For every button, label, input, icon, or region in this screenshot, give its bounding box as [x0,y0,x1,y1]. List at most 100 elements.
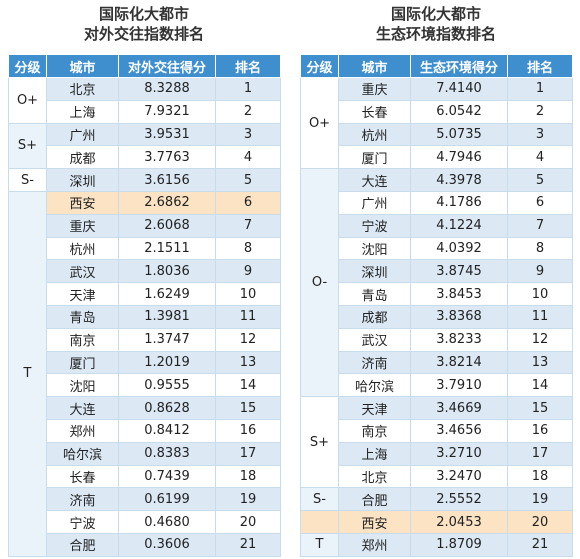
score-cell: 0.8628 [118,396,216,420]
city-cell: 成都 [338,304,411,329]
header-cell: 城市 [338,54,411,78]
score-cell: 4.1224 [410,213,508,238]
table-row: 沈阳 0.9555 14 [9,373,281,398]
city-cell: 哈尔滨 [46,441,119,466]
table-row: 青岛 3.8453 10 [301,282,573,306]
table-row: 杭州 2.1511 8 [9,236,281,261]
table-row: 深圳 3.8745 9 [301,259,573,284]
title-line: 国际化大都市 [390,5,481,23]
score-cell: 1.3981 [118,304,216,329]
score-cell: 3.9531 [118,122,216,147]
rank-cell: 5 [215,168,281,192]
city-cell: 深圳 [338,259,411,284]
score-cell: 3.6156 [118,168,216,192]
table-row: 成都 3.7763 4 [9,145,281,170]
header-row: 分级 城市 生态环境得分 排名 [300,54,573,78]
city-cell: 宁波 [46,510,119,534]
grade-cell: O+ [300,76,339,170]
table-row: 杭州 5.0735 3 [301,122,573,147]
city-cell: 郑州 [46,418,119,443]
city-cell: 合肥 [338,487,411,512]
city-cell: 西安 [46,190,119,215]
city-cell: 重庆 [46,213,119,238]
table-row: 哈尔滨 0.8383 17 [9,441,281,466]
rank-cell: 1 [507,77,573,101]
header-cell: 对外交往得分 [118,54,216,78]
score-cell: 0.4680 [118,510,216,534]
city-cell: 广州 [46,122,119,147]
table-row: S- 合肥 2.5552 19 [300,487,573,512]
rank-cell: 20 [215,510,281,534]
table-row: O- 大连 4.3978 5 [300,168,573,398]
rank-cell: 2 [507,99,573,124]
city-cell: 上海 [46,99,119,124]
header-cell: 城市 [46,54,119,78]
grade-cell: S+ [8,122,47,170]
rank-cell: 9 [215,259,281,284]
city-cell: 西安 [338,510,411,534]
rank-cell: 13 [215,350,281,375]
score-cell: 0.8383 [118,441,216,466]
score-cell: 4.3978 [410,168,508,192]
score-cell: 2.0453 [410,510,508,534]
score-cell: 0.3606 [118,532,216,557]
rank-cell: 12 [507,327,573,352]
rank-cell: 18 [215,464,281,489]
rank-cell: 10 [507,282,573,306]
table-row: 宁波 0.4680 20 [9,510,281,534]
score-cell: 7.9321 [118,99,216,124]
rank-cell: 7 [215,213,281,238]
table-row: 南京 1.3747 12 [9,327,281,352]
city-cell: 杭州 [338,122,411,147]
score-cell: 3.8745 [410,259,508,284]
city-cell: 武汉 [46,259,119,284]
table-row: O+ 重庆 7.4140 1 [300,76,573,170]
city-cell: 南京 [46,327,119,352]
table-row: 北京 3.2470 18 [301,464,573,489]
city-cell: 南京 [338,418,411,443]
table-row: 沈阳 4.0392 8 [301,236,573,261]
score-cell: 3.4669 [410,396,508,420]
rank-cell: 14 [215,373,281,398]
score-cell: 3.8233 [410,327,508,352]
table-row: 武汉 1.8036 9 [9,259,281,284]
score-cell: 6.0542 [410,99,508,124]
rank-cell: 3 [215,122,281,147]
table-row: 郑州 0.8412 16 [9,418,281,443]
score-cell: 7.4140 [410,77,508,101]
score-cell: 3.2470 [410,464,508,489]
city-cell: 重庆 [338,77,411,101]
header-row: 分级 城市 对外交往得分 排名 [8,54,281,78]
score-cell: 0.9555 [118,373,216,398]
city-cell: 青岛 [46,304,119,329]
city-cell: 厦门 [46,350,119,375]
title-line: 生态环境指数排名 [375,25,496,43]
rank-cell: 11 [507,304,573,329]
table-row: 济南 0.6199 19 [9,487,281,512]
rank-cell: 17 [507,441,573,466]
rank-cell: 1 [215,77,281,101]
table-row: 上海 7.9321 2 [9,99,281,124]
table-title: 国际化大都市 对外交往指数排名 [8,4,280,44]
table-row: 青岛 1.3981 11 [9,304,281,329]
rank-cell: 15 [507,396,573,420]
city-cell: 宁波 [338,213,411,238]
city-cell: 北京 [338,464,411,489]
table-row: 合肥 0.3606 21 [9,532,281,557]
grade-cell: S- [300,487,339,512]
rank-cell: 16 [215,418,281,443]
score-cell: 3.7910 [410,373,508,398]
title-line: 国际化大都市 [98,5,189,23]
city-cell: 武汉 [338,327,411,352]
rank-cell: 11 [215,304,281,329]
rank-cell: 17 [215,441,281,466]
city-cell: 深圳 [46,168,119,192]
table-row: 哈尔滨 3.7910 14 [301,373,573,398]
rank-cell: 21 [215,532,281,557]
score-cell: 4.0392 [410,236,508,261]
rank-cell: 2 [215,99,281,124]
rank-cell: 8 [507,236,573,261]
table-row: 南京 3.4656 16 [301,418,573,443]
score-cell: 2.5552 [410,487,508,512]
table-row: O+ 北京 8.3288 1 [8,77,281,124]
